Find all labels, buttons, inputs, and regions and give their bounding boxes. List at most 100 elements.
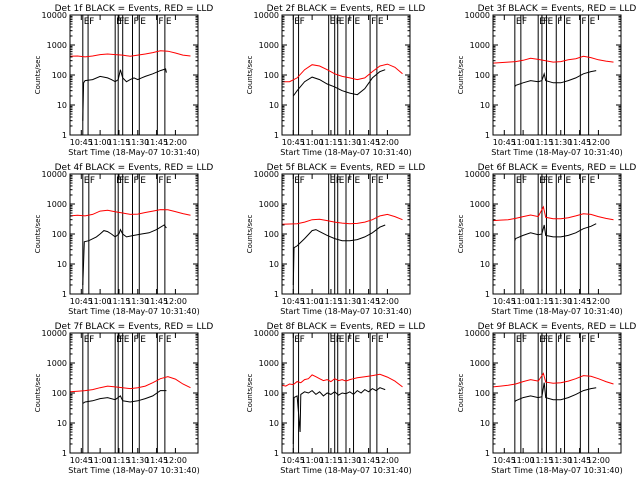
lld-series-line <box>282 63 403 83</box>
interval-marker-label: F <box>89 17 94 27</box>
panel-title: Det 2f BLACK = Events, RED = LLD <box>267 4 426 14</box>
x-tick-label: 11:00 <box>301 138 324 147</box>
y-tick-label: 10 <box>480 260 490 269</box>
interval-marker-label: F <box>522 17 527 27</box>
y-tick-label: 1 <box>274 290 279 299</box>
y-tick-label: 1000 <box>259 41 279 50</box>
y-tick-label: 1 <box>274 449 279 458</box>
x-tick-label: 11:30 <box>126 456 149 465</box>
interval-marker-label: E <box>140 176 146 186</box>
interval-marker-label: F <box>581 335 586 345</box>
y-tick-label: 1000 <box>470 200 490 209</box>
y-tick-label: 1000 <box>470 41 490 50</box>
interval-marker-label: E <box>378 335 384 345</box>
axes-frame <box>492 173 622 295</box>
x-tick-label: 11:45 <box>568 138 591 147</box>
y-tick-label: 100 <box>264 230 279 239</box>
interval-marker-label: E <box>116 17 122 27</box>
lld-series-line <box>493 372 614 388</box>
interval-marker-label: F <box>557 17 562 27</box>
x-tick-label: 11:45 <box>568 456 591 465</box>
y-axis-label: Counts/sec <box>34 215 42 254</box>
interval-marker-label: E <box>378 176 384 186</box>
panel-title: Det 9f BLACK = Events, RED = LLD <box>478 322 637 332</box>
interval-marker-label: E <box>355 176 361 186</box>
interval-marker-label: E <box>516 176 522 186</box>
y-tick-label: 1 <box>62 290 67 299</box>
y-tick-label: 1000 <box>259 200 279 209</box>
interval-marker-label: F <box>133 17 138 27</box>
y-tick-label: 100 <box>475 230 490 239</box>
x-tick-label: 12:00 <box>164 297 187 306</box>
interval-marker-label: F <box>522 176 527 186</box>
panel-title: Det 3f BLACK = Events, RED = LLD <box>478 4 637 14</box>
panel-title: Det 5f BLACK = Events, RED = LLD <box>267 163 426 173</box>
y-tick-label: 10000 <box>254 11 279 20</box>
x-tick-label: 11:00 <box>301 456 324 465</box>
x-tick-label: 10:45 <box>493 297 516 306</box>
x-tick-label: 10:45 <box>70 297 93 306</box>
x-tick-label: 11:30 <box>549 138 572 147</box>
y-axis-label: Counts/sec <box>246 374 254 413</box>
interval-marker-label: E <box>294 335 300 345</box>
x-tick-label: 11:00 <box>512 138 535 147</box>
y-tick-label: 10000 <box>465 170 490 179</box>
interval-marker-label: E <box>124 17 130 27</box>
x-tick-label: 11:45 <box>145 297 168 306</box>
x-tick-label: 11:30 <box>338 297 361 306</box>
x-axis-label: Start Time (18-May-07 10:31:40) <box>68 307 199 316</box>
x-tick-label: 11:00 <box>89 456 112 465</box>
detector-panel-3: Det 3f BLACK = Events, RED = LLDEFEFEFEF… <box>457 4 636 157</box>
x-tick-label: 11:45 <box>568 297 591 306</box>
y-axis-label: Counts/sec <box>246 56 254 95</box>
interval-marker-label: E <box>140 17 146 27</box>
x-tick-label: 11:45 <box>357 297 380 306</box>
interval-marker-label: F <box>119 176 124 186</box>
x-tick-label: 10:45 <box>282 138 305 147</box>
panel-title: Det 6f BLACK = Events, RED = LLD <box>478 163 637 173</box>
y-axis-label: Counts/sec <box>34 374 42 413</box>
interval-marker-label: E <box>355 335 361 345</box>
x-tick-label: 10:45 <box>70 456 93 465</box>
interval-marker-label: E <box>547 176 553 186</box>
interval-marker-label: F <box>371 335 376 345</box>
interval-marker-label: F <box>336 335 341 345</box>
y-tick-label: 10 <box>57 419 67 428</box>
y-tick-label: 1 <box>485 131 490 140</box>
x-tick-label: 10:45 <box>282 456 305 465</box>
interval-marker-label: F <box>300 335 305 345</box>
interval-marker-label: E <box>566 335 572 345</box>
interval-marker-label: F <box>543 17 548 27</box>
x-tick-label: 12:00 <box>376 138 399 147</box>
interval-marker-label: F <box>158 176 163 186</box>
interval-marker-label: F <box>119 335 124 345</box>
interval-marker-label: E <box>124 176 130 186</box>
interval-marker-label: F <box>371 176 376 186</box>
events-series-line <box>82 68 167 121</box>
interval-marker-label: E <box>84 335 90 345</box>
y-tick-label: 10000 <box>254 170 279 179</box>
interval-marker-label: E <box>339 335 345 345</box>
events-series-line <box>292 224 386 286</box>
interval-marker-label: F <box>90 176 95 186</box>
x-tick-label: 10:45 <box>493 138 516 147</box>
x-tick-label: 11:45 <box>145 456 168 465</box>
y-tick-label: 10 <box>269 260 279 269</box>
interval-marker-label: E <box>116 176 122 186</box>
axes-frame <box>69 332 199 454</box>
x-tick-label: 10:45 <box>493 456 516 465</box>
axes-frame <box>69 14 199 136</box>
axes-frame <box>492 14 622 136</box>
y-tick-label: 1 <box>274 131 279 140</box>
x-tick-label: 11:30 <box>338 138 361 147</box>
interval-marker-label: F <box>119 17 124 27</box>
events-series-line <box>514 382 597 403</box>
y-tick-label: 100 <box>52 389 67 398</box>
